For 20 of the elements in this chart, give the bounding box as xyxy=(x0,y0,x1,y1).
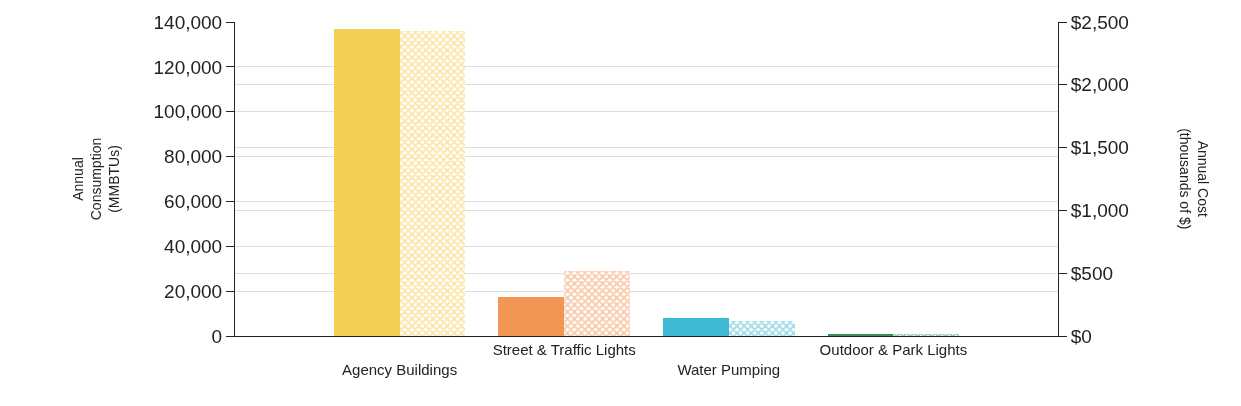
y-tick-label: 120,000 xyxy=(153,56,223,78)
y-axis-title: Annual Consumption (MMBTUs) xyxy=(69,137,123,221)
y2-tick-label: $1,500 xyxy=(1070,137,1129,159)
y2-tick-label: $0 xyxy=(1070,325,1092,347)
y-tick-label: 0 xyxy=(211,325,223,347)
y-tick-label: 140,000 xyxy=(153,11,223,33)
y2-tick-label: $2,500 xyxy=(1070,11,1129,33)
x-tick-label: Street & Traffic Lights xyxy=(492,341,636,358)
y-tick-label: 100,000 xyxy=(153,101,223,123)
y2-tick-label: $500 xyxy=(1070,262,1114,284)
y2-tick-label: $1,000 xyxy=(1070,200,1129,222)
x-tick-label: Water Pumping xyxy=(677,360,781,378)
y-tick-label: 20,000 xyxy=(164,280,223,302)
y2-axis-title: Annual Cost (thousands of $) xyxy=(1176,128,1211,230)
x-tick-label: Agency Buildings xyxy=(342,360,458,378)
x-tick-label: Outdoor & Park Lights xyxy=(819,341,968,358)
y-tick-label: 40,000 xyxy=(164,235,223,257)
y-tick-label: 60,000 xyxy=(164,191,223,213)
y-tick-label: 80,000 xyxy=(164,146,223,168)
y2-tick-label: $2,000 xyxy=(1070,74,1129,96)
